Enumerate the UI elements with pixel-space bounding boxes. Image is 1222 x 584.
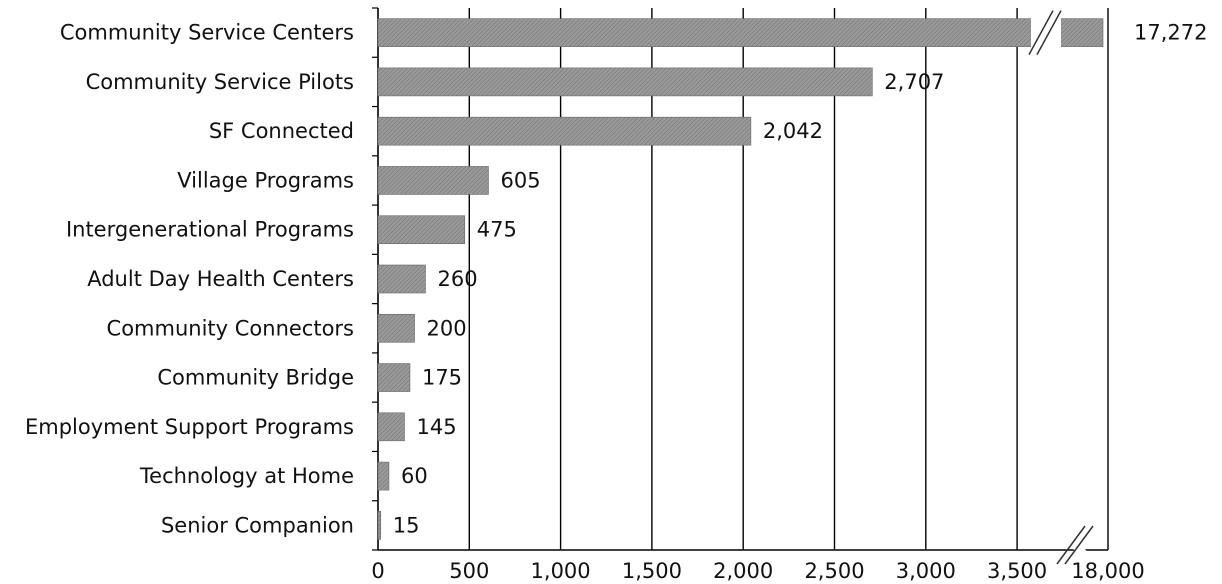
axis-break-mark [1064, 525, 1094, 565]
bar [377, 264, 426, 294]
category-label: Intergenerational Programs [66, 218, 354, 242]
category-label: Community Connectors [107, 316, 354, 340]
value-label: 17,272 [1134, 21, 1207, 45]
bar [377, 215, 466, 245]
bar [377, 363, 411, 392]
bar [377, 67, 873, 97]
x-tick-label: 0 [371, 559, 384, 583]
x-tick-label: 3,500 [987, 559, 1047, 583]
x-tick-label: 500 [449, 559, 489, 583]
category-label: Employment Support Programs [25, 415, 354, 439]
bar [377, 313, 415, 343]
value-label: 605 [500, 168, 540, 192]
x-tick-label: 2,000 [713, 559, 773, 583]
x-tick-label: 2,500 [804, 559, 864, 583]
axis-break-mark [1028, 10, 1054, 55]
category-label: Community Service Pilots [86, 70, 354, 94]
x-tick-label: 1,000 [531, 559, 591, 583]
value-label: 260 [437, 267, 477, 291]
category-label: Senior Companion [161, 513, 354, 537]
category-label: Technology at Home [139, 464, 354, 488]
category-label: Community Bridge [157, 366, 354, 390]
x-tick-label: 18,000 [1071, 559, 1144, 583]
axis-break-mark [1056, 525, 1086, 565]
category-label: SF Connected [209, 119, 354, 143]
category-label: Community Service Centers [60, 21, 354, 45]
value-label: 2,707 [884, 70, 944, 94]
bar [377, 18, 1104, 47]
category-label: Village Programs [177, 168, 354, 192]
value-label: 175 [422, 366, 462, 390]
bar [377, 461, 390, 491]
value-label: 15 [393, 513, 420, 537]
value-label: 200 [427, 316, 467, 340]
value-label: 2,042 [763, 119, 823, 143]
bar [377, 116, 752, 146]
bar [377, 166, 489, 195]
x-tick-label: 3,000 [896, 559, 956, 583]
value-label: 475 [477, 218, 517, 242]
value-label: 60 [401, 464, 428, 488]
axis-break-mark [1036, 10, 1062, 55]
category-label: Adult Day Health Centers [87, 267, 354, 291]
value-label: 145 [416, 415, 456, 439]
axis-break-gap [1064, 535, 1098, 567]
bar [377, 511, 382, 540]
x-tick-label: 1,500 [622, 559, 682, 583]
bar [377, 412, 405, 442]
